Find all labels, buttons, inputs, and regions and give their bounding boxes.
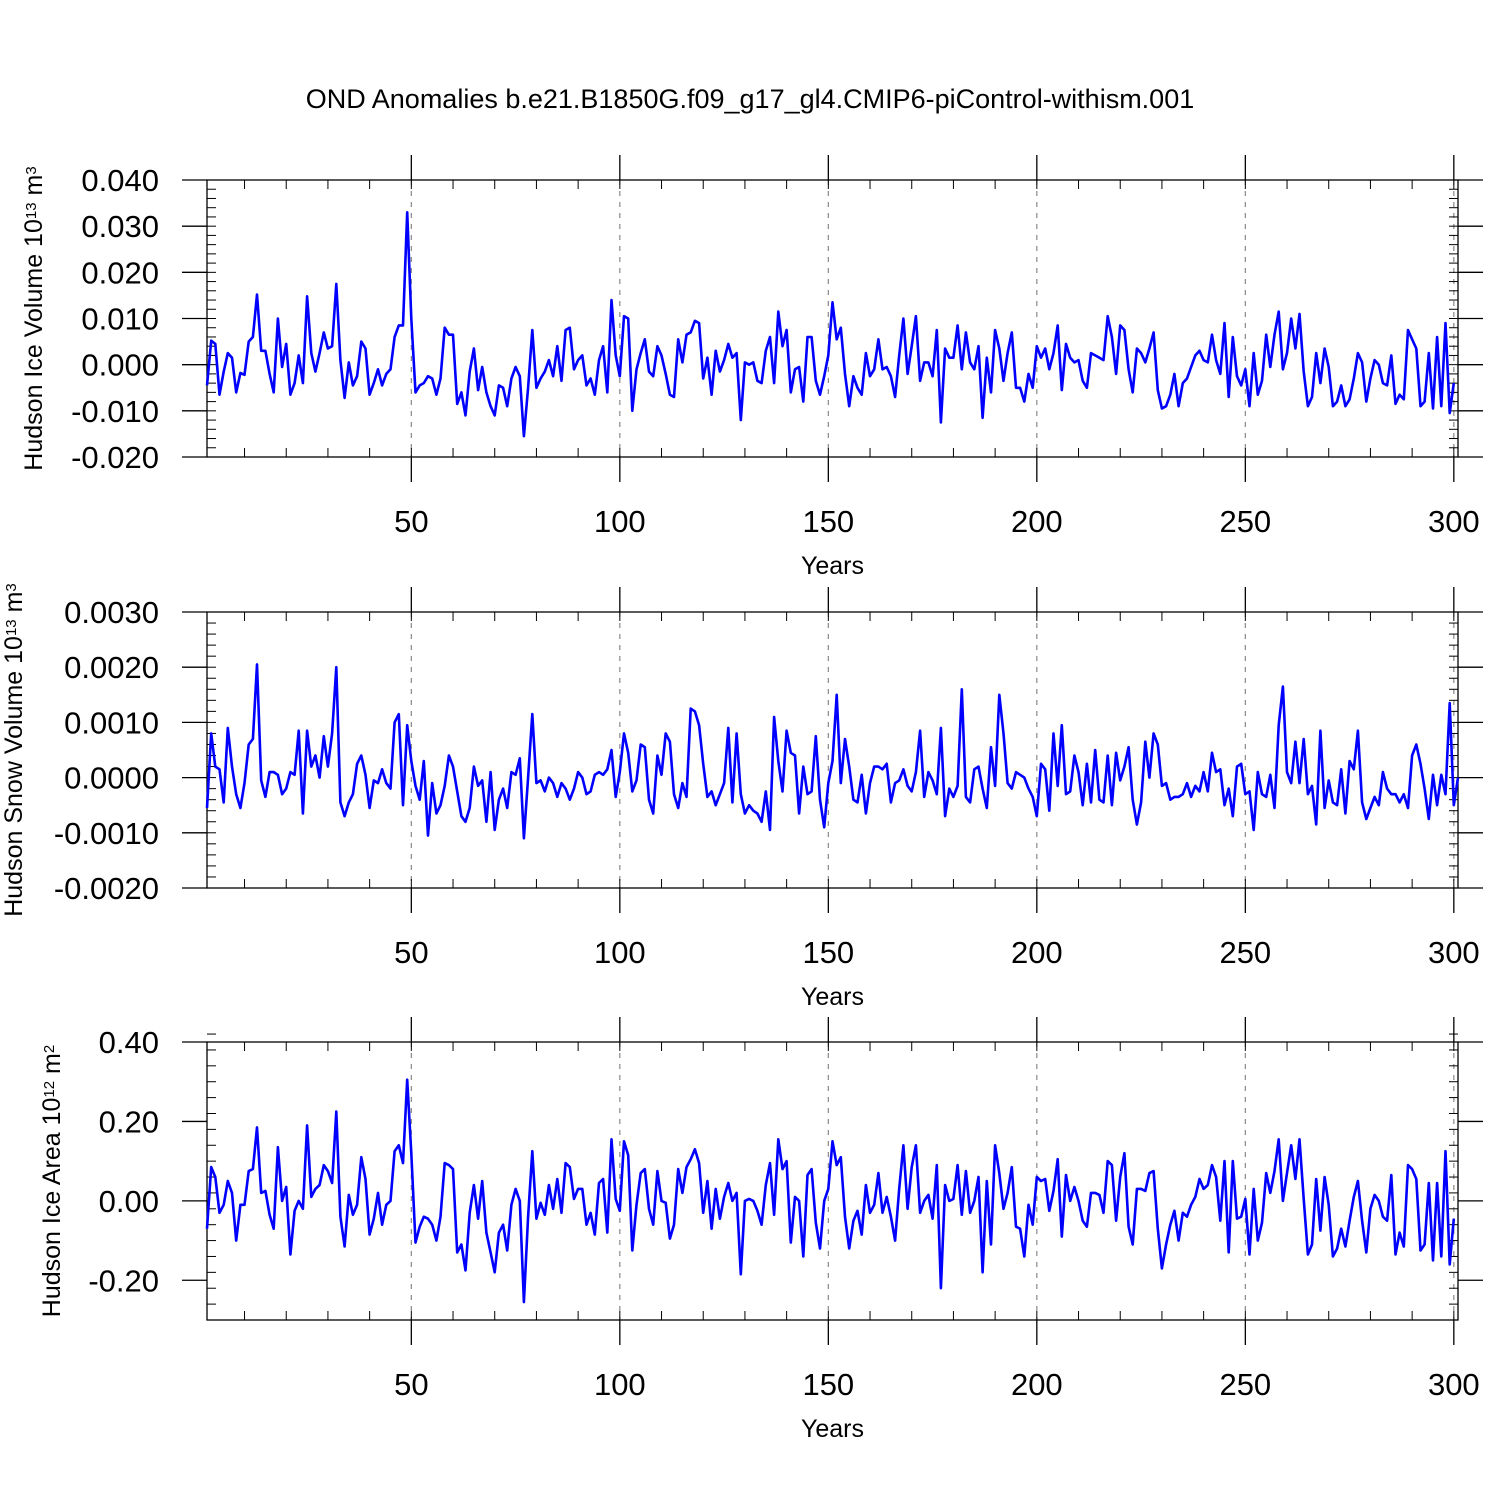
y-axis-label: Hudson Snow Volume 1013 m3 [0, 583, 28, 917]
y-tick-label: 0.00 [99, 1184, 159, 1219]
y-axis-label: Hudson Ice Area 1012 m2 [38, 1045, 66, 1317]
chart-panel-1: -0.020 -0.010 0.000 0.010 0.020 0.030 0.040 50 1… [20, 155, 1483, 580]
y-tick-label: 0.020 [81, 255, 159, 290]
series-line [205, 1078, 1456, 1304]
y-tick-label: -0.010 [71, 394, 159, 429]
y-tick-label: 0.030 [81, 209, 159, 244]
x-tick-label: 100 [594, 504, 646, 539]
x-tick-label: 250 [1219, 935, 1271, 970]
x-tick-label: 150 [802, 1367, 854, 1402]
chart-panel-2: -0.0020 -0.0010 0.0000 0.0010 0.0020 0.0030 50… [0, 583, 1483, 1011]
series-line [205, 663, 1460, 840]
x-tick-label: 50 [394, 504, 428, 539]
x-tick-label: 300 [1428, 1367, 1480, 1402]
x-tick-label: 100 [594, 935, 646, 970]
y-tick-label: -0.0020 [54, 871, 159, 906]
y-tick-label: 0.010 [81, 302, 159, 337]
x-axis-label: Years [801, 1415, 864, 1443]
x-tick-label: 300 [1428, 935, 1480, 970]
y-tick-label: -0.020 [71, 440, 159, 475]
x-axis-label: Years [801, 983, 864, 1011]
y-tick-label: 0.0000 [64, 761, 159, 796]
y-tick-label: 0.40 [99, 1025, 159, 1060]
y-tick-label: 0.000 [81, 348, 159, 383]
x-tick-label: 50 [394, 1367, 428, 1402]
y-tick-label: -0.20 [88, 1263, 159, 1298]
y-axis-label-part: Hudson Snow Volume 10 [0, 636, 28, 917]
y-axis-label-superscript: 3 [3, 583, 20, 591]
x-tick-label: 100 [594, 1367, 646, 1402]
figure-title: OND Anomalies b.e21.B1850G.f09_g17_gl4.C… [306, 84, 1194, 114]
y-axis-label-part: m [20, 175, 48, 203]
x-axis-label: Years [801, 552, 864, 580]
x-tick-label: 150 [802, 935, 854, 970]
y-tick-label: 0.0020 [64, 650, 159, 685]
y-tick-label: -0.0010 [54, 816, 159, 851]
plot-frame [206, 611, 1459, 889]
x-tick-label: 200 [1011, 1367, 1063, 1402]
y-tick-label: 0.0030 [64, 595, 159, 630]
x-tick-label: 250 [1219, 1367, 1271, 1402]
y-axis-label-part: Hudson Ice Area 10 [38, 1098, 66, 1318]
y-tick-label: 0.040 [81, 163, 159, 198]
y-axis-label-superscript: 13 [3, 619, 20, 636]
chart-panel-3: -0.20 0.00 0.20 0.40 50 100 150 200 250 300 Years H… [38, 1017, 1483, 1443]
y-axis-label-superscript: 13 [23, 202, 40, 219]
y-axis-label-part: m [0, 592, 28, 620]
y-axis-label-superscript: 12 [41, 1081, 58, 1098]
x-tick-label: 150 [802, 504, 854, 539]
y-tick-label: 0.0010 [64, 705, 159, 740]
x-tick-label: 250 [1219, 504, 1271, 539]
y-axis-label-superscript: 3 [23, 166, 40, 174]
x-tick-label: 300 [1428, 504, 1480, 539]
y-axis-label: Hudson Ice Volume 1013 m3 [20, 166, 48, 470]
series-line [205, 211, 1456, 438]
y-axis-label-part: m [38, 1053, 66, 1081]
x-tick-label: 200 [1011, 935, 1063, 970]
plot-frame [206, 1041, 1459, 1321]
y-axis-label-superscript: 2 [41, 1045, 58, 1053]
y-axis-label-part: Hudson Ice Volume 10 [20, 219, 48, 471]
x-tick-label: 200 [1011, 504, 1063, 539]
y-tick-label: 0.20 [99, 1104, 159, 1139]
x-tick-label: 50 [394, 935, 428, 970]
